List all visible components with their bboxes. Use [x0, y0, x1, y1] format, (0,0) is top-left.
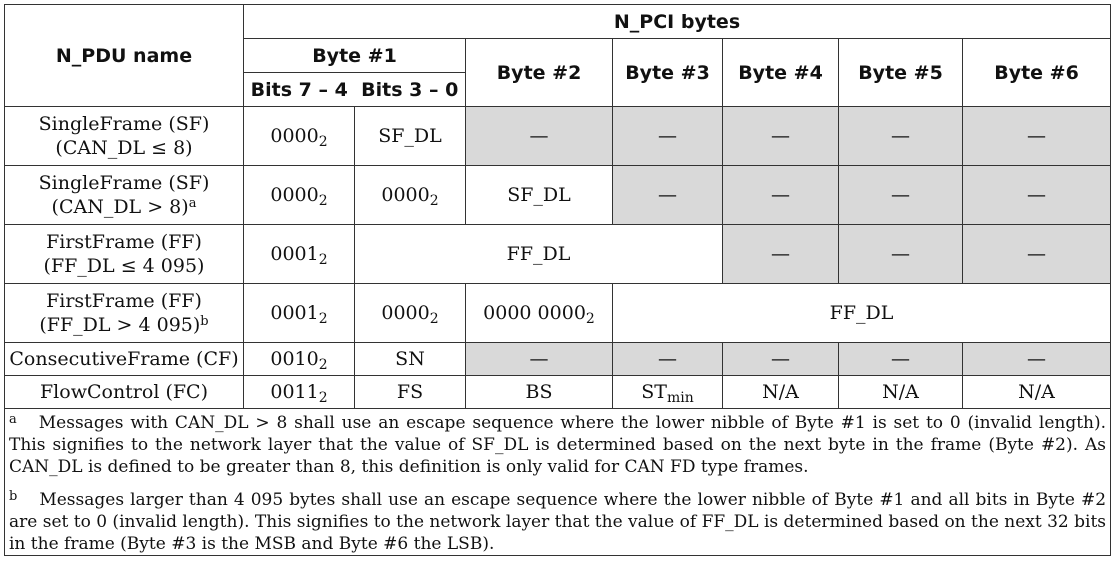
row-name-line2: (FF_DL > 4 095)b: [39, 314, 209, 336]
table-row-fc: FlowControl (FC) 00112 FS BS STmin N/A N…: [4, 375, 1112, 409]
footnote-a-text: Messages with CAN_DL > 8 shall use an es…: [9, 413, 1107, 477]
bits-hi-header: Bits 7 – 4: [243, 72, 355, 107]
table-row-sf-small: SingleFrame (SF) (CAN_DL ≤ 8) 00002 SF_D…: [4, 106, 1112, 166]
table-row-cf: ConsecutiveFrame (CF) 00102 SN — — — — —: [4, 342, 1112, 376]
byte1-hi-cell: 00102: [243, 342, 355, 376]
footnotes-cell: a Messages with CAN_DL > 8 shall use an e…: [3, 408, 1112, 556]
byte6-cell: —: [961, 342, 1112, 376]
footnotes-row: a Messages with CAN_DL > 8 shall use an e…: [3, 408, 1112, 556]
row-name-line1: SingleFrame (SF): [38, 172, 210, 194]
byte1-hi-cell: 00002: [243, 106, 355, 166]
byte4-cell: —: [722, 342, 839, 376]
footnote-ref-b: b: [200, 314, 209, 329]
row-name-line1: FirstFrame (FF): [46, 231, 202, 253]
byte5-header: Byte #5: [838, 38, 963, 107]
table-row-ff-small: FirstFrame (FF) (FF_DL ≤ 4 095) 00012 FF…: [4, 224, 1112, 284]
byte1-hi-cell: 00012: [243, 224, 355, 284]
byte1-hi-cell: 00112: [243, 375, 355, 409]
byte1-lo-cell: 00002: [354, 283, 466, 343]
byte2-cell: 0000 00002: [465, 283, 613, 343]
row-name-line1: FirstFrame (FF): [46, 290, 202, 312]
byte6-cell: —: [961, 106, 1112, 166]
byte6-cell: N/A: [961, 375, 1112, 409]
byte2-header: Byte #2: [465, 38, 613, 107]
byte4-cell: —: [722, 224, 839, 284]
ff-dl-cell: FF_DL: [611, 283, 1112, 343]
footnote-a-mark: a: [9, 412, 17, 427]
byte2-cell: —: [465, 342, 613, 376]
npci-table-container: N_PDU name N_PCI bytes Byte #1 Byte #2 B…: [3, 4, 1112, 556]
row-name-cell: SingleFrame (SF) (CAN_DL ≤ 8): [4, 106, 244, 166]
row-name-cell: FirstFrame (FF) (FF_DL ≤ 4 095): [4, 224, 244, 284]
header-row-2: Byte #1 Byte #2 Byte #3 Byte #4 Byte #5 …: [5, 38, 1112, 107]
byte1-hi-cell: 00012: [243, 283, 355, 343]
byte2-cell: SF_DL: [465, 165, 613, 225]
byte5-cell: —: [838, 224, 963, 284]
byte2-cell: BS: [465, 375, 613, 409]
byte6-cell: —: [961, 224, 1112, 284]
byte1-lo-cell: 00002: [354, 165, 466, 225]
byte1-lo-cell: FS: [354, 375, 466, 409]
row-name-cell: FirstFrame (FF) (FF_DL > 4 095)b: [4, 283, 244, 343]
table-row-ff-large: FirstFrame (FF) (FF_DL > 4 095)b 00012 0…: [4, 283, 1112, 343]
byte6-cell: —: [961, 165, 1112, 225]
row-name-cell: ConsecutiveFrame (CF): [4, 342, 244, 376]
byte4-cell: —: [722, 165, 839, 225]
byte1-header: Byte #1: [243, 38, 466, 73]
footnote-b: b Messages larger than 4 095 bytes shall …: [9, 486, 1106, 555]
footnote-a: a Messages with CAN_DL > 8 shall use an e…: [9, 410, 1107, 479]
byte2-cell: —: [465, 106, 613, 166]
byte3-header: Byte #3: [612, 38, 723, 107]
byte5-cell: —: [838, 165, 963, 225]
footnote-b-text: Messages larger than 4 095 bytes shall u…: [9, 490, 1107, 554]
footnote-b-mark: b: [9, 489, 18, 504]
npci-table: N_PDU name N_PCI bytes Byte #1 Byte #2 B…: [3, 4, 1112, 556]
header-row-1: N_PDU name N_PCI bytes: [4, 4, 1112, 107]
ff-dl-cell: FF_DL: [354, 224, 723, 284]
row-name-cell: SingleFrame (SF) (CAN_DL > 8)a: [4, 165, 244, 225]
bits-lo-header: Bits 3 – 0: [354, 72, 466, 107]
footnote-ref-a: a: [188, 196, 197, 211]
npdu-name-header: N_PDU name: [4, 4, 244, 107]
byte4-header: Byte #4: [722, 38, 839, 107]
byte5-cell: —: [838, 106, 963, 166]
byte1-hi-cell: 00002: [243, 165, 355, 225]
row-name-line2: (CAN_DL ≤ 8): [55, 137, 193, 159]
byte3-cell: —: [612, 165, 723, 225]
row-name-line2: (CAN_DL > 8)a: [51, 196, 197, 218]
row-name-line1: SingleFrame (SF): [38, 113, 210, 135]
byte3-cell: —: [612, 106, 723, 166]
row-name-cell: FlowControl (FC): [4, 375, 244, 409]
npci-bytes-header: N_PCI bytes: [242, 4, 1112, 39]
byte1-lo-cell: SF_DL: [354, 106, 466, 166]
row-name-line2: (FF_DL ≤ 4 095): [43, 255, 205, 277]
byte6-header: Byte #6: [961, 38, 1112, 107]
header-row-3: Bits 7 – 4 Bits 3 – 0: [5, 72, 1111, 107]
byte5-cell: —: [838, 342, 963, 376]
table-row-sf-large: SingleFrame (SF) (CAN_DL > 8)a 00002 000…: [4, 165, 1112, 225]
byte4-cell: N/A: [722, 375, 839, 409]
byte1-lo-cell: SN: [354, 342, 466, 376]
byte5-cell: N/A: [838, 375, 963, 409]
byte3-cell: —: [612, 342, 723, 376]
byte3-cell: STmin: [612, 375, 723, 409]
byte4-cell: —: [722, 106, 839, 166]
